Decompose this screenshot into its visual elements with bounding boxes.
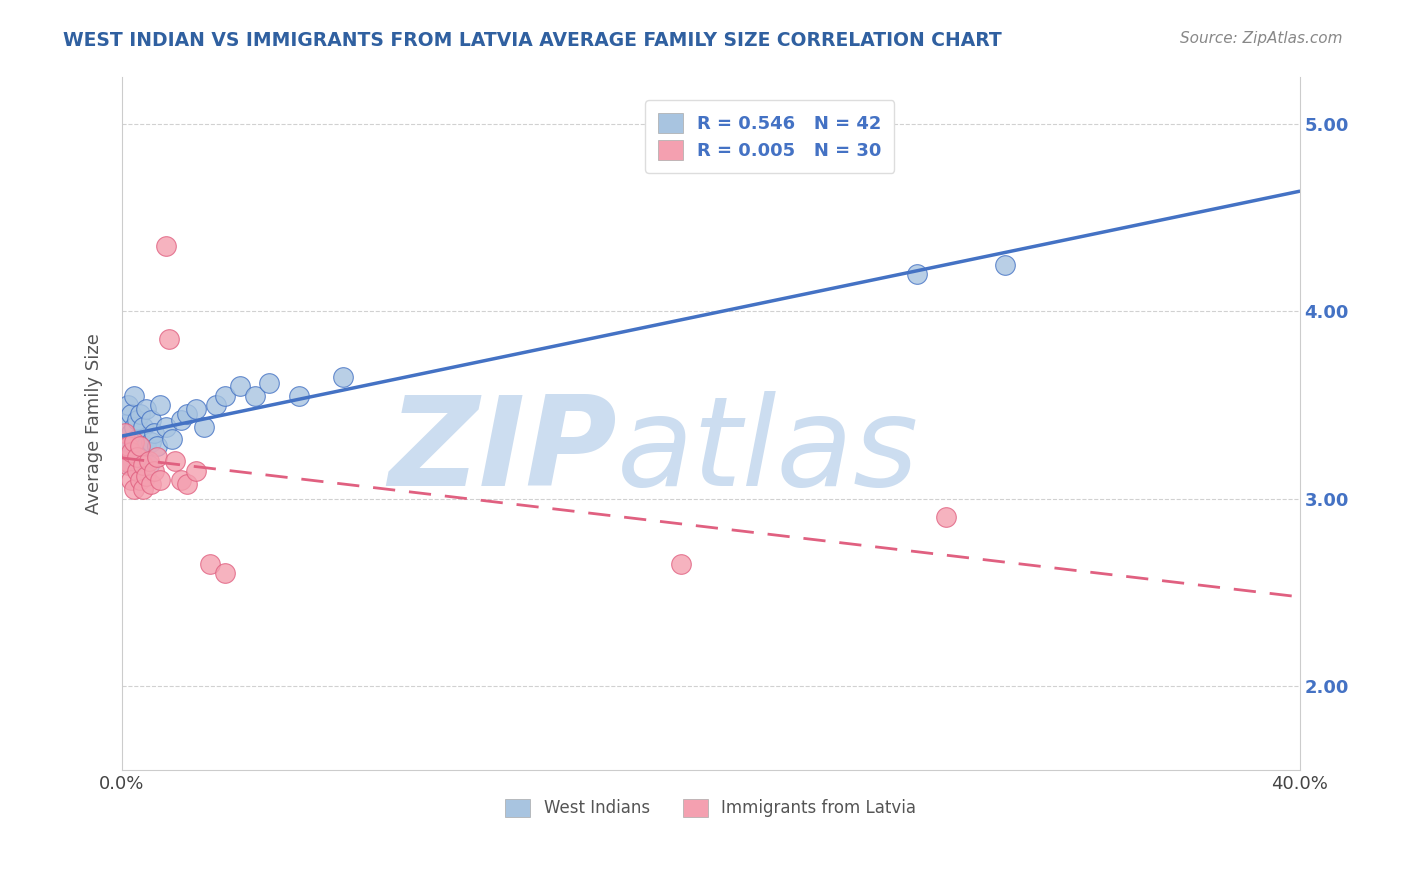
Point: [141, 435, 163, 450]
Text: WEST INDIAN VS IMMIGRANTS FROM LATVIA AVERAGE FAMILY SIZE CORRELATION CHART: WEST INDIAN VS IMMIGRANTS FROM LATVIA AV…: [63, 31, 1002, 50]
Point: [935, 510, 957, 524]
Point: [131, 420, 153, 434]
Point: [120, 408, 142, 422]
Point: [125, 463, 148, 477]
Point: [229, 379, 252, 393]
Point: [131, 458, 153, 472]
Point: [117, 458, 139, 472]
Text: ZIP: ZIP: [388, 391, 617, 512]
Point: [135, 401, 157, 416]
Point: [157, 333, 180, 347]
Point: [135, 439, 157, 453]
Point: [257, 376, 280, 390]
Point: [138, 458, 160, 472]
Point: [170, 473, 193, 487]
Point: [146, 439, 169, 453]
Y-axis label: Average Family Size: Average Family Size: [86, 334, 103, 514]
Point: [160, 432, 183, 446]
Point: [200, 557, 222, 571]
Point: [120, 444, 142, 458]
Point: [141, 476, 163, 491]
Point: [905, 267, 928, 281]
Point: [205, 398, 228, 412]
Text: atlas: atlas: [617, 391, 918, 512]
Point: [193, 420, 215, 434]
Point: [114, 454, 136, 468]
Point: [994, 258, 1017, 272]
Point: [149, 398, 172, 412]
Point: [143, 463, 166, 477]
Point: [114, 426, 136, 441]
Point: [120, 458, 142, 472]
Point: [287, 389, 309, 403]
Point: [128, 463, 150, 477]
Point: [170, 413, 193, 427]
Point: [214, 389, 236, 403]
Point: [135, 469, 157, 483]
Point: [214, 566, 236, 581]
Point: [176, 476, 198, 491]
Point: [671, 557, 693, 571]
Point: [117, 439, 139, 453]
Point: [117, 454, 139, 468]
Point: [117, 398, 139, 412]
Point: [114, 417, 136, 431]
Point: [138, 454, 160, 468]
Point: [120, 450, 142, 465]
Point: [122, 435, 145, 450]
Point: [125, 413, 148, 427]
Text: Source: ZipAtlas.com: Source: ZipAtlas.com: [1180, 31, 1343, 46]
Point: [114, 444, 136, 458]
Point: [155, 420, 177, 434]
Point: [125, 454, 148, 468]
Point: [149, 473, 172, 487]
Point: [176, 408, 198, 422]
Point: [122, 439, 145, 453]
Point: [125, 432, 148, 446]
Point: [120, 473, 142, 487]
Point: [184, 463, 207, 477]
Point: [131, 482, 153, 496]
Point: [141, 413, 163, 427]
Point: [146, 450, 169, 465]
Point: [128, 439, 150, 453]
Legend: West Indians, Immigrants from Latvia: West Indians, Immigrants from Latvia: [499, 792, 924, 824]
Point: [155, 239, 177, 253]
Point: [117, 435, 139, 450]
Point: [163, 454, 186, 468]
Point: [120, 426, 142, 441]
Point: [122, 482, 145, 496]
Point: [122, 420, 145, 434]
Point: [128, 408, 150, 422]
Point: [243, 389, 266, 403]
Point: [184, 401, 207, 416]
Point: [122, 389, 145, 403]
Point: [125, 450, 148, 465]
Point: [332, 370, 354, 384]
Point: [143, 426, 166, 441]
Point: [128, 473, 150, 487]
Point: [131, 444, 153, 458]
